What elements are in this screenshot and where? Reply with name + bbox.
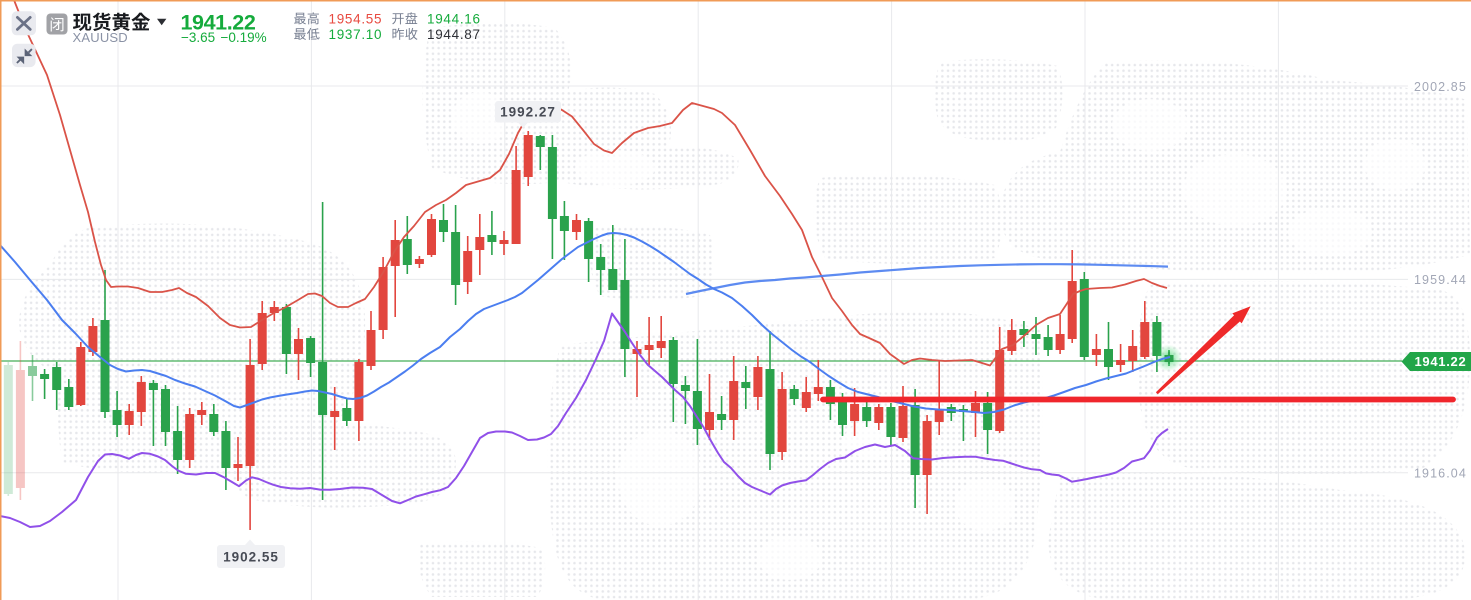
svg-text:−3.65: −3.65 — [181, 30, 215, 45]
svg-text:−0.19%: −0.19% — [221, 30, 267, 45]
svg-text:1944.16: 1944.16 — [427, 11, 481, 26]
svg-text:1992.27: 1992.27 — [500, 105, 556, 120]
svg-text:1941.22: 1941.22 — [181, 11, 256, 35]
svg-text:XAUUSD: XAUUSD — [73, 30, 128, 45]
svg-text:1959.44: 1959.44 — [1414, 273, 1467, 287]
svg-text:1916.04: 1916.04 — [1414, 467, 1467, 481]
svg-text:1902.55: 1902.55 — [223, 549, 279, 564]
svg-text:1954.55: 1954.55 — [329, 11, 383, 26]
svg-text:1937.10: 1937.10 — [329, 27, 383, 42]
svg-text:1941.22: 1941.22 — [1415, 354, 1467, 369]
svg-text:2002.85: 2002.85 — [1414, 80, 1467, 94]
svg-text:1944.87: 1944.87 — [427, 27, 481, 42]
